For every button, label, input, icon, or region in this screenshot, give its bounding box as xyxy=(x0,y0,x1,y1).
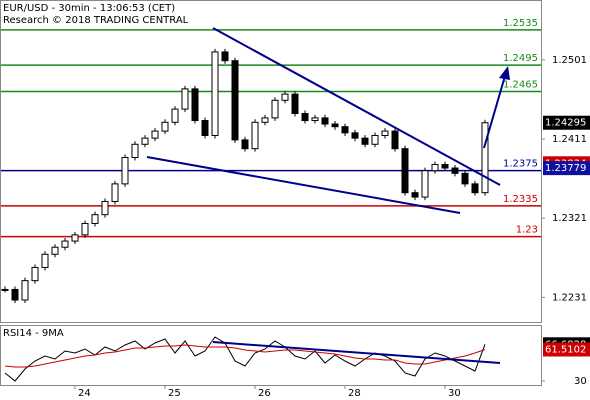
candle xyxy=(271,99,279,119)
candle xyxy=(301,112,309,122)
candle xyxy=(141,137,149,145)
rsi-line xyxy=(4,344,486,368)
candle xyxy=(451,167,459,174)
candle xyxy=(391,130,399,150)
level-label: 1.2465 xyxy=(503,79,538,90)
y-tick-label: 1.2321 xyxy=(552,213,587,224)
candle xyxy=(81,222,89,236)
candle xyxy=(331,123,339,128)
price-tag-label: 1.23779 xyxy=(545,163,586,174)
candle xyxy=(371,134,379,145)
candle xyxy=(221,51,229,62)
plot-layer: 1.2501 1.2411 1.2321 1.2231 1.2535 1.2495 1.24… xyxy=(1,18,590,399)
candle xyxy=(31,266,39,282)
candle xyxy=(21,280,29,301)
level-label: 1.2495 xyxy=(503,53,538,64)
price-tag xyxy=(543,115,590,130)
candle xyxy=(91,214,99,224)
price-tag-label: 1.24295 xyxy=(545,118,586,129)
candle xyxy=(261,117,269,123)
candle xyxy=(291,93,299,114)
candle xyxy=(51,246,59,255)
candle xyxy=(311,117,319,122)
x-tick-label: 25 xyxy=(168,388,181,399)
candle xyxy=(131,143,139,158)
chart-title: EUR/USD - 30min - 13:06:53 (CET) xyxy=(3,3,175,14)
candle xyxy=(161,121,169,132)
y-tick-label: 30 xyxy=(574,376,587,387)
trendline xyxy=(146,156,461,214)
candle xyxy=(461,172,469,185)
candle xyxy=(61,240,69,248)
forecast-arrow xyxy=(483,75,506,149)
candle xyxy=(321,117,329,125)
candle xyxy=(191,88,199,122)
arrow-head xyxy=(499,66,510,80)
rsi-panel xyxy=(0,325,542,386)
candle xyxy=(1,288,9,291)
price-tag-label: 61.5102 xyxy=(545,344,586,355)
candle xyxy=(41,253,49,268)
candle xyxy=(241,139,249,150)
candle xyxy=(171,108,179,123)
y-tick-label: 1.2231 xyxy=(552,292,587,303)
level-label: 1.2375 xyxy=(503,159,538,170)
rsi-trendline xyxy=(212,341,501,364)
level-label: 1.2535 xyxy=(503,18,538,29)
candle xyxy=(231,60,239,141)
candle xyxy=(181,88,189,110)
x-tick-label: 30 xyxy=(448,388,461,399)
candle xyxy=(431,164,439,172)
candle xyxy=(381,130,389,136)
candle xyxy=(151,130,159,139)
candle xyxy=(211,51,219,136)
trendline xyxy=(212,27,501,186)
candle xyxy=(281,93,289,101)
x-tick-label: 26 xyxy=(258,388,271,399)
price-panel xyxy=(0,0,542,323)
x-tick-label: 24 xyxy=(78,388,91,399)
candle xyxy=(361,137,369,145)
x-tick-label: 28 xyxy=(348,388,361,399)
candle xyxy=(101,200,109,216)
candle xyxy=(121,156,129,185)
candle xyxy=(341,126,349,134)
chart-subtitle: Research © 2018 TRADING CENTRAL xyxy=(3,15,189,26)
candle xyxy=(251,121,259,150)
candle xyxy=(351,132,359,139)
candle xyxy=(421,170,429,198)
candle xyxy=(71,234,79,242)
candle xyxy=(441,164,449,169)
candle xyxy=(401,148,409,194)
price-tag xyxy=(543,161,590,176)
y-tick-label: 1.2411 xyxy=(552,134,587,145)
rsi-title: RSI14 - 9MA xyxy=(3,328,64,339)
y-tick-label: 1.2501 xyxy=(552,55,587,66)
candle xyxy=(481,122,489,194)
candle xyxy=(201,120,209,136)
level-label: 1.23 xyxy=(516,225,538,236)
price-tag xyxy=(543,342,590,357)
candle xyxy=(471,183,479,194)
candle xyxy=(11,288,19,301)
candle xyxy=(111,183,119,202)
rsi-line xyxy=(4,336,486,382)
candle xyxy=(411,192,419,198)
level-label: 1.2335 xyxy=(503,194,538,205)
